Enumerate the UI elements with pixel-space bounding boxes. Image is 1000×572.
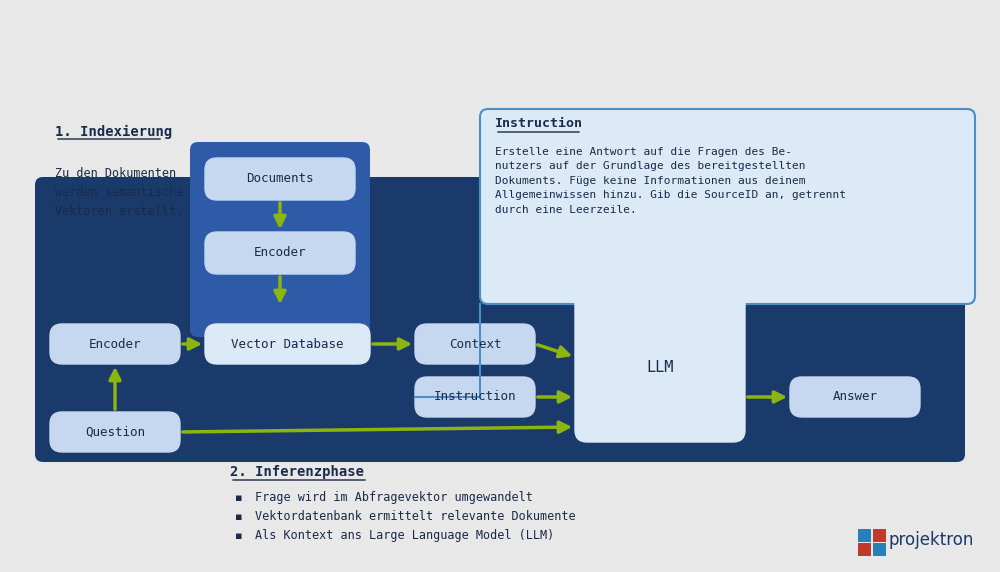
Text: ▪: ▪ xyxy=(235,531,242,541)
Text: Answer: Answer xyxy=(833,391,878,403)
Text: ▪: ▪ xyxy=(235,512,242,522)
Text: LLM: LLM xyxy=(646,359,674,375)
Text: Question: Question xyxy=(85,426,145,439)
FancyBboxPatch shape xyxy=(415,377,535,417)
FancyBboxPatch shape xyxy=(790,377,920,417)
Text: Instruction: Instruction xyxy=(495,117,583,130)
Text: Vektordatenbank ermittelt relevante Dokumente: Vektordatenbank ermittelt relevante Doku… xyxy=(255,510,576,523)
Text: Encoder: Encoder xyxy=(89,337,141,351)
Text: 2. Inferenzphase: 2. Inferenzphase xyxy=(230,465,364,479)
Bar xyxy=(858,529,871,542)
Text: Instruction: Instruction xyxy=(434,391,516,403)
Text: Encoder: Encoder xyxy=(254,247,306,260)
FancyBboxPatch shape xyxy=(50,412,180,452)
Text: Vector Database: Vector Database xyxy=(231,337,344,351)
Text: Context: Context xyxy=(449,337,501,351)
Text: projektron: projektron xyxy=(888,531,973,549)
Text: Documents: Documents xyxy=(246,173,314,185)
Text: Erstelle eine Antwort auf die Fragen des Be-
nutzers auf der Grundlage des berei: Erstelle eine Antwort auf die Fragen des… xyxy=(495,147,846,214)
FancyBboxPatch shape xyxy=(575,292,745,442)
FancyBboxPatch shape xyxy=(205,158,355,200)
Text: Frage wird im Abfragevektor umgewandelt: Frage wird im Abfragevektor umgewandelt xyxy=(255,491,533,505)
FancyBboxPatch shape xyxy=(415,324,535,364)
Text: Als Kontext ans Large Language Model (LLM): Als Kontext ans Large Language Model (LL… xyxy=(255,530,554,542)
FancyBboxPatch shape xyxy=(205,324,370,364)
FancyBboxPatch shape xyxy=(480,109,975,304)
FancyBboxPatch shape xyxy=(50,324,180,364)
FancyBboxPatch shape xyxy=(35,177,965,462)
Bar xyxy=(858,543,871,556)
Bar xyxy=(872,529,886,542)
Text: 1. Indexierung: 1. Indexierung xyxy=(55,125,172,139)
Text: ▪: ▪ xyxy=(235,493,242,503)
Text: Zu den Dokumenten
werden semantische
Vektoren erstellt.: Zu den Dokumenten werden semantische Vek… xyxy=(55,167,183,218)
FancyBboxPatch shape xyxy=(205,232,355,274)
Bar xyxy=(872,543,886,556)
FancyBboxPatch shape xyxy=(190,142,370,337)
